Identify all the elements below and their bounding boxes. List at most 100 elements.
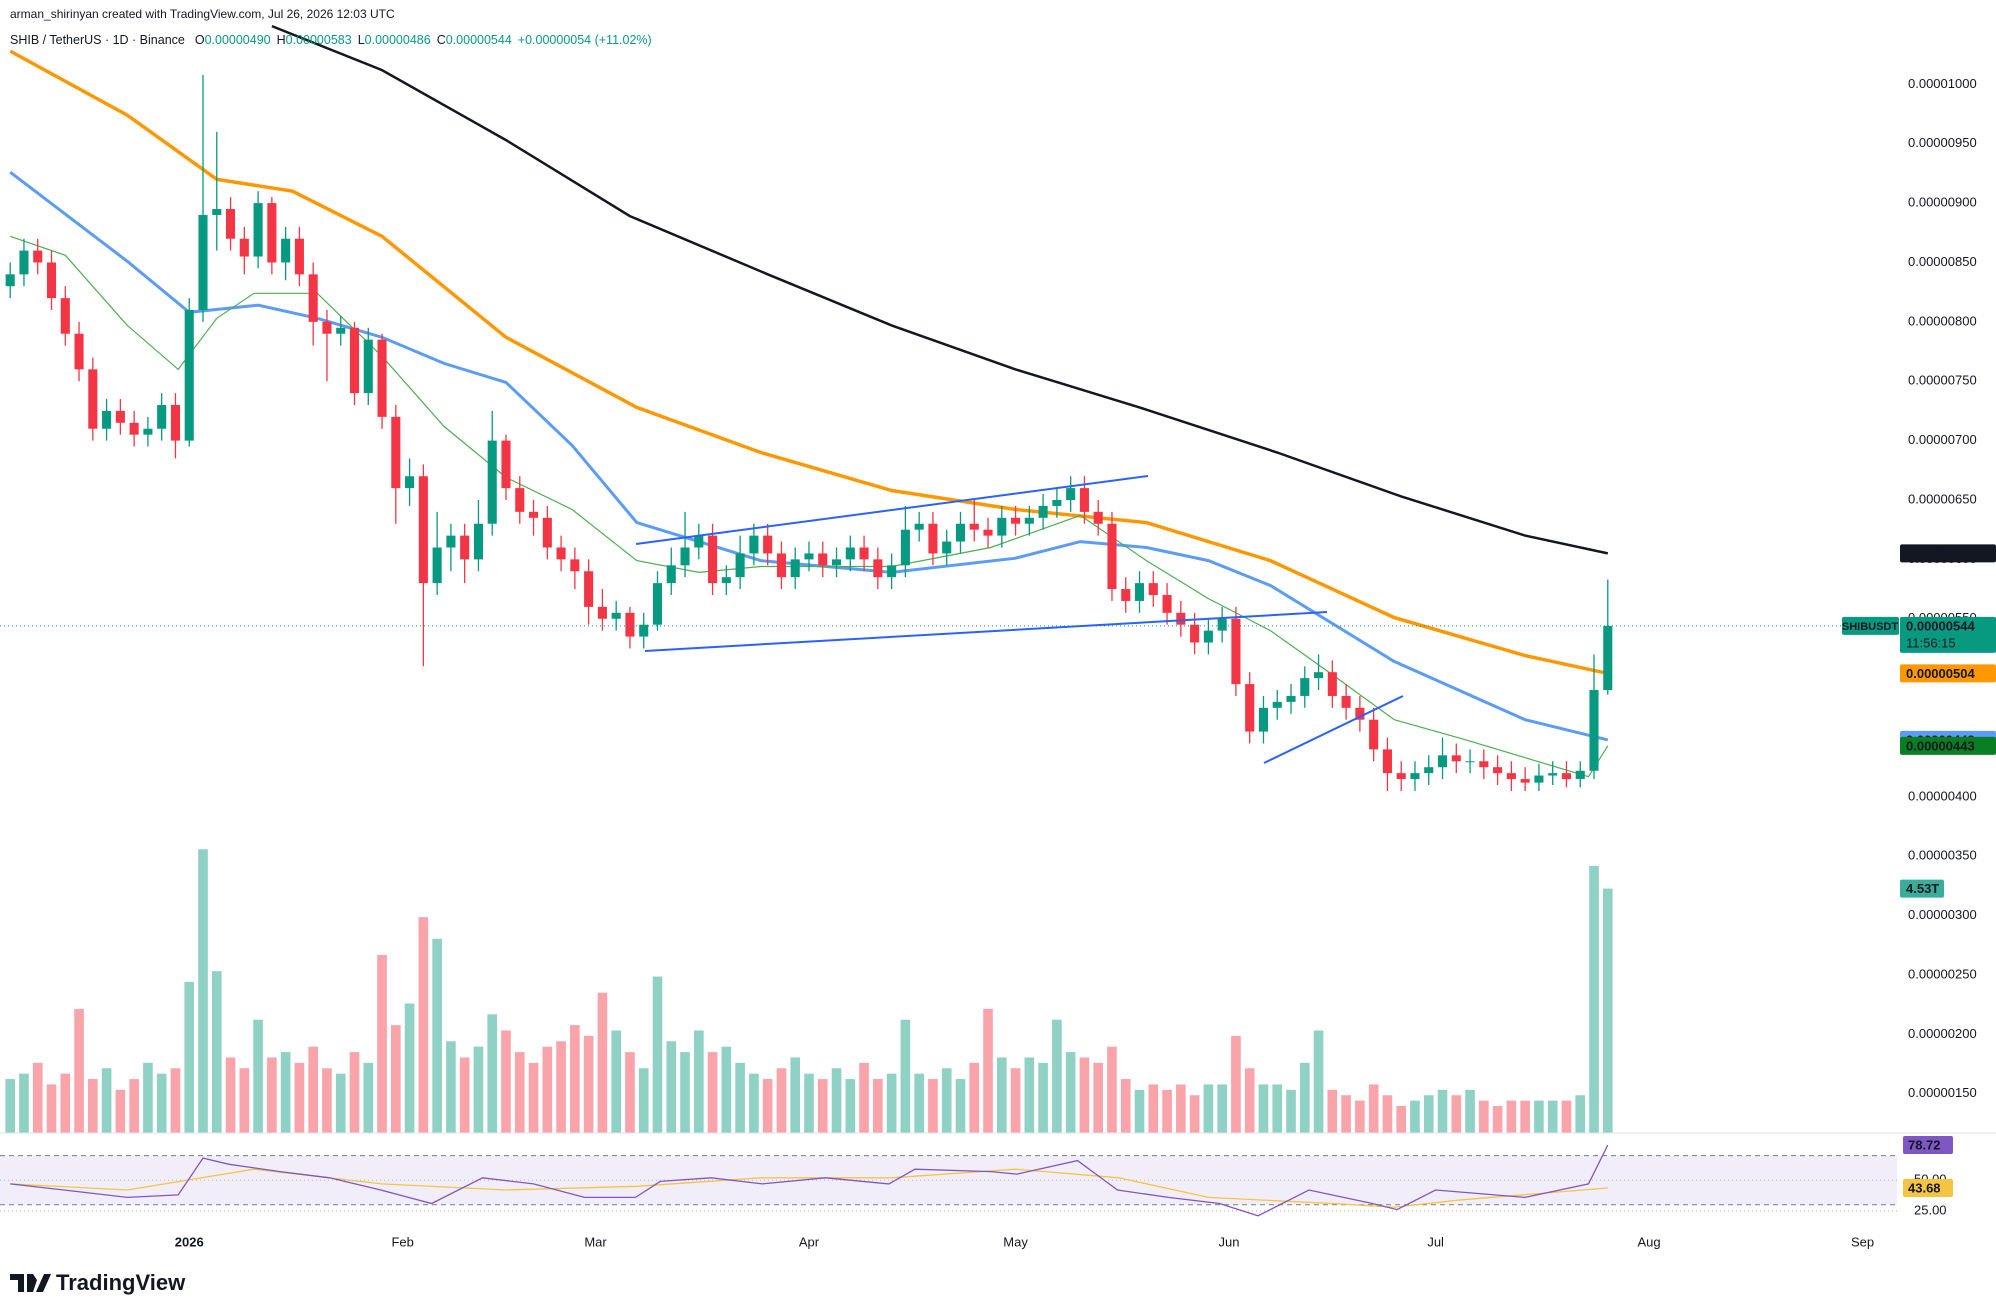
candle-body bbox=[831, 559, 842, 566]
volume-bar bbox=[1148, 1084, 1159, 1133]
y-tick-label: 0.00000650 bbox=[1908, 491, 1977, 506]
candle-body bbox=[1327, 672, 1337, 696]
volume-bar bbox=[969, 1062, 980, 1133]
candle-body bbox=[1190, 624, 1200, 643]
candle-body bbox=[790, 559, 800, 578]
volume-bar bbox=[308, 1046, 319, 1133]
volume-bar bbox=[804, 1073, 814, 1133]
x-tick-label: Jul bbox=[1427, 1234, 1444, 1249]
volume-bar bbox=[280, 1052, 291, 1133]
volume-bar bbox=[390, 1025, 401, 1133]
volume-bar bbox=[817, 1079, 828, 1133]
symbol-tag-box bbox=[1842, 616, 1899, 635]
y-tick-label: 0.00000700 bbox=[1908, 432, 1977, 447]
volume-bar bbox=[831, 1068, 842, 1133]
volume-bar bbox=[1038, 1062, 1048, 1133]
candle-body bbox=[1024, 517, 1034, 524]
candle-body bbox=[1548, 773, 1558, 776]
series-label: 0.00000605 bbox=[1906, 546, 1975, 561]
candle-body bbox=[542, 517, 552, 548]
candle-body bbox=[556, 547, 566, 560]
volume-bar bbox=[211, 971, 222, 1133]
candle-body bbox=[74, 333, 84, 370]
series-label-box bbox=[1900, 736, 1996, 755]
ohlc-value: 0.00000544 bbox=[446, 33, 512, 47]
candle-body bbox=[267, 203, 277, 263]
y-tick-label: 0.00000750 bbox=[1908, 373, 1977, 388]
candle-body bbox=[997, 517, 1007, 536]
volume-bar bbox=[1272, 1084, 1283, 1133]
candle-body bbox=[1231, 618, 1241, 685]
volume-bar bbox=[886, 1073, 897, 1133]
volume-bar bbox=[1313, 1030, 1324, 1133]
x-tick-label: Apr bbox=[799, 1234, 820, 1249]
candle-body bbox=[1272, 701, 1282, 708]
candle-body bbox=[19, 250, 29, 275]
candle-body bbox=[363, 339, 373, 394]
candle-body bbox=[1300, 678, 1310, 696]
candle-body bbox=[1479, 761, 1489, 768]
candle-body bbox=[239, 238, 249, 257]
candle-body bbox=[845, 547, 855, 560]
volume-bar bbox=[225, 1057, 236, 1133]
volume-bar bbox=[418, 917, 429, 1133]
volume-bar bbox=[1286, 1089, 1296, 1133]
candle-body bbox=[1520, 779, 1530, 783]
volume-bar bbox=[1120, 1079, 1131, 1133]
candle-body bbox=[308, 274, 318, 322]
candle-body bbox=[708, 535, 718, 584]
y-tick-label: 0.00000400 bbox=[1908, 788, 1977, 803]
candle-body bbox=[1589, 690, 1599, 771]
trend-line bbox=[1263, 695, 1404, 764]
candle-body bbox=[322, 321, 332, 334]
candle-body bbox=[1052, 499, 1062, 506]
volume-bar bbox=[762, 1079, 773, 1133]
volume-bar bbox=[707, 1052, 718, 1133]
candle-body bbox=[473, 523, 483, 560]
candle-body bbox=[418, 476, 428, 584]
candle-body bbox=[859, 547, 869, 560]
volume-bar bbox=[459, 1057, 470, 1133]
change: +0.00000054 (+11.02%) bbox=[518, 33, 652, 47]
trend-line bbox=[635, 475, 1149, 545]
volume-bar bbox=[1258, 1084, 1269, 1133]
candle-body bbox=[1107, 523, 1117, 590]
candle-body bbox=[1424, 767, 1434, 774]
volume-bar bbox=[735, 1062, 745, 1133]
volume-bar bbox=[170, 1068, 181, 1133]
candle-body bbox=[721, 577, 731, 584]
moving-average bbox=[271, 24, 1609, 555]
volume-bar bbox=[996, 1057, 1007, 1133]
volume-bar bbox=[101, 1068, 112, 1133]
rsi-label-box bbox=[1903, 1135, 1953, 1154]
candle-body bbox=[611, 612, 621, 619]
brand-logo: TradingView bbox=[10, 1270, 186, 1295]
candle-body bbox=[1575, 770, 1585, 780]
ohlc-value: 0.00000583 bbox=[286, 33, 352, 47]
series-label: 0.00000504 bbox=[1906, 666, 1975, 681]
last-price-label: 0.00000544 bbox=[1906, 618, 1975, 633]
candle-body bbox=[1369, 719, 1379, 750]
candle-body bbox=[942, 541, 952, 554]
candle-body bbox=[102, 410, 112, 429]
ohlc-key: L bbox=[358, 33, 365, 47]
trend-line bbox=[644, 611, 1328, 652]
x-tick-label: 2026 bbox=[175, 1234, 204, 1249]
x-tick-label: Sep bbox=[1851, 1234, 1874, 1249]
volume-bar bbox=[955, 1079, 966, 1133]
candle-body bbox=[226, 209, 236, 239]
candle-body bbox=[1203, 630, 1213, 643]
volume-bar bbox=[115, 1089, 126, 1133]
last-price-box bbox=[1900, 616, 1996, 653]
candle-body bbox=[597, 606, 607, 619]
candle-body bbox=[1493, 767, 1503, 774]
candle-body bbox=[46, 262, 57, 299]
candle-body bbox=[763, 535, 773, 554]
candle-body bbox=[253, 203, 263, 257]
volume-bar bbox=[1396, 1106, 1407, 1133]
ohlc-key: O bbox=[195, 33, 205, 47]
candle-body bbox=[184, 309, 194, 441]
volume-bar bbox=[1107, 1046, 1117, 1133]
